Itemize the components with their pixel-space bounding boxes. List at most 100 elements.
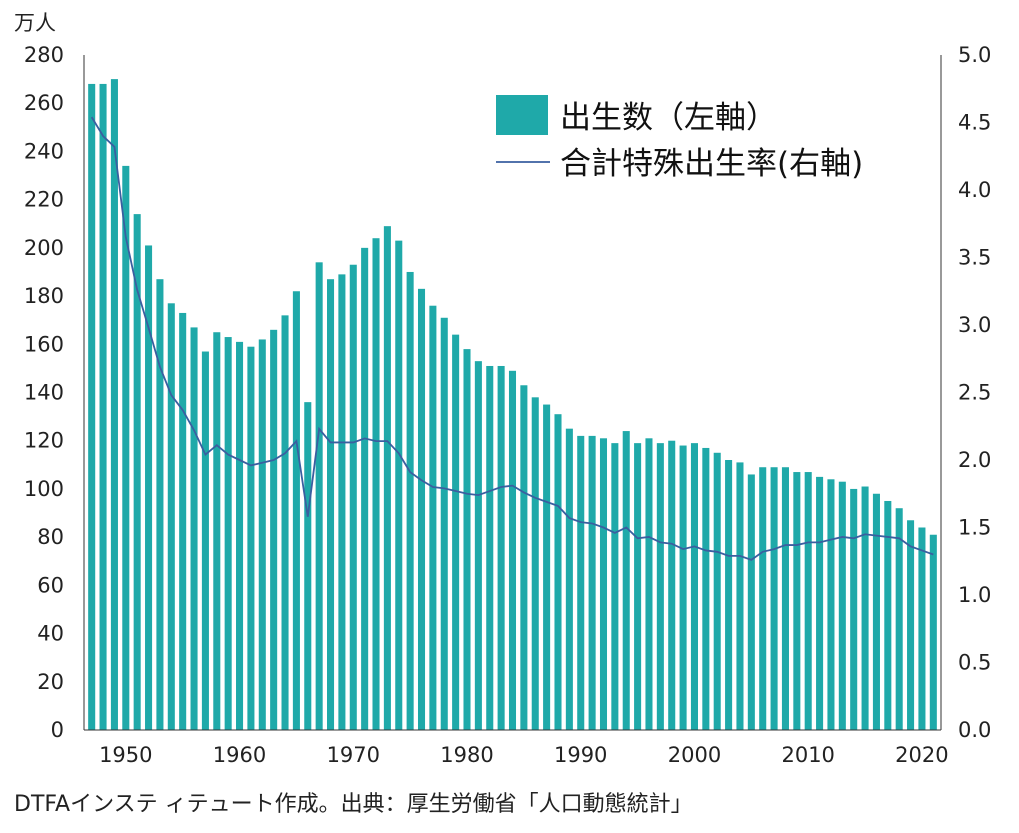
y-left-tick-label: 200 (24, 236, 64, 260)
bar-1964 (281, 315, 289, 730)
y-right-tick-label: 1.0 (958, 583, 991, 607)
bar-1951 (133, 214, 141, 731)
y-left-tick-label: 260 (24, 91, 64, 115)
bar-2012 (827, 479, 835, 730)
bar-1991 (588, 435, 596, 730)
bar-2007 (770, 467, 778, 730)
x-tick-label: 1990 (554, 743, 607, 767)
bar-1979 (452, 334, 460, 730)
x-tick-label: 2010 (781, 743, 834, 767)
y-right-tick-label: 1.5 (958, 516, 991, 540)
bar-1986 (531, 397, 539, 730)
bar-1965 (292, 291, 300, 730)
bar-2020 (918, 527, 926, 730)
y-left-tick-label: 180 (24, 284, 64, 308)
bar-1980 (463, 349, 471, 730)
bar-1997 (656, 443, 664, 731)
bar-1956 (190, 327, 198, 730)
bar-2011 (816, 476, 824, 731)
bar-2000 (690, 443, 698, 731)
y-left-tick-label: 100 (24, 477, 64, 501)
bar-1954 (167, 303, 175, 730)
bar-1977 (429, 305, 437, 730)
x-tick-label: 2020 (895, 743, 948, 767)
bar-1982 (486, 365, 494, 730)
bar-1984 (508, 370, 517, 730)
legend-bar-swatch (496, 95, 548, 135)
y-right-tick-label: 2.0 (958, 448, 991, 472)
bar-1996 (645, 438, 653, 730)
x-tick-label: 2000 (668, 743, 721, 767)
y-left-tick-label: 0 (51, 718, 64, 742)
bar-1998 (668, 440, 676, 730)
legend-line-label: 合計特殊出生率(右軸) (560, 146, 863, 182)
chart-canvas: 万人 0 20 40 60 80 100 120 140 160 180 200 220 240 260 2… (14, 11, 991, 767)
bar-2016 (872, 493, 880, 730)
bar-2019 (907, 520, 915, 730)
bar-1993 (611, 443, 619, 731)
y-right-tick-label: 0.0 (958, 718, 991, 742)
y-axis-right-ticks: 0.0 0.5 1.0 1.5 2.0 2.5 3.0 3.5 4.0 4.5 5.0 (958, 43, 991, 742)
bar-1973 (383, 226, 391, 730)
bar-1969 (338, 274, 346, 730)
bar-2015 (861, 486, 869, 730)
y-right-tick-label: 3.0 (958, 313, 991, 337)
y-left-tick-label: 120 (24, 429, 64, 453)
bar-2001 (702, 447, 710, 730)
y-right-tick-label: 4.5 (958, 111, 991, 135)
bar-1978 (440, 317, 448, 730)
bar-1970 (349, 264, 357, 730)
bar-1953 (156, 279, 164, 730)
bar-2002 (713, 452, 721, 730)
bar-1992 (599, 438, 608, 730)
bar-1960 (236, 341, 244, 730)
bar-1958 (213, 332, 221, 730)
y-left-tick-label: 280 (24, 43, 64, 67)
legend-bar-label: 出生数（左軸） (560, 100, 777, 136)
bar-1999 (679, 445, 687, 730)
bar-2006 (759, 467, 767, 730)
y-left-tick-label: 80 (37, 525, 64, 549)
y-left-tick-label: 160 (24, 332, 64, 356)
bar-1995 (634, 443, 642, 731)
bar-1962 (258, 339, 266, 730)
bar-1994 (622, 431, 630, 730)
bar-1949 (110, 79, 118, 731)
bar-1983 (497, 365, 505, 730)
bar-1981 (474, 361, 482, 730)
x-tick-label: 1960 (213, 743, 266, 767)
y-left-tick-label: 20 (37, 670, 64, 694)
bar-1955 (179, 312, 187, 730)
bar-1971 (361, 247, 369, 731)
bar-1963 (270, 329, 278, 730)
bar-series (88, 79, 937, 731)
bar-2010 (804, 472, 812, 730)
y-axis-unit-label: 万人 (14, 11, 56, 35)
x-tick-label: 1970 (327, 743, 380, 767)
bar-1987 (543, 404, 551, 730)
bar-1968 (327, 279, 335, 730)
y-right-tick-label: 4.0 (958, 178, 991, 202)
y-left-tick-label: 140 (24, 381, 64, 405)
y-right-tick-label: 0.5 (958, 651, 991, 675)
bar-2003 (725, 460, 733, 730)
bar-2005 (747, 474, 755, 730)
bar-1988 (554, 414, 562, 730)
bar-1947 (88, 83, 96, 731)
bar-1967 (315, 262, 323, 730)
bar-1985 (520, 385, 528, 730)
bar-1975 (406, 271, 414, 730)
x-tick-label: 1950 (99, 743, 152, 767)
bar-1972 (372, 238, 380, 730)
y-axis-left-ticks: 0 20 40 60 80 100 120 140 160 180 200 220 240 260 280 (24, 43, 64, 742)
bar-1950 (122, 165, 130, 730)
bar-2018 (895, 508, 903, 730)
bar-2021 (929, 534, 937, 730)
fertility-rate-line (90, 116, 934, 561)
bar-1966 (304, 402, 312, 730)
x-axis-ticks: 1950 1960 1970 1980 1990 2000 2010 2020 (99, 743, 949, 767)
bar-2017 (884, 500, 892, 730)
bar-2013 (838, 481, 846, 730)
y-right-tick-label: 2.5 (958, 381, 991, 405)
bar-1957 (201, 351, 209, 730)
